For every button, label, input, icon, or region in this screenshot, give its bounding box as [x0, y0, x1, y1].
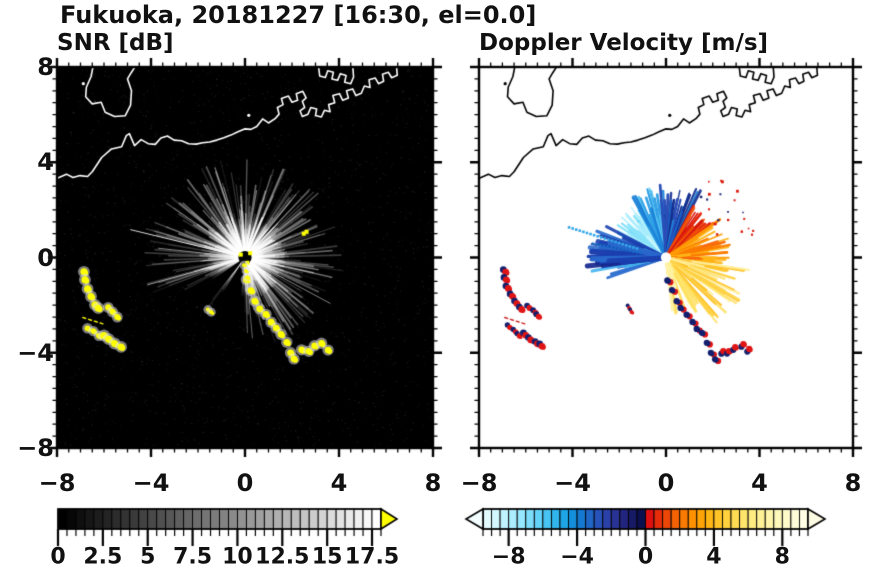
- snr-panel-title: SNR [dB]: [57, 30, 174, 56]
- x-axis-label-doppler: −4: [554, 469, 591, 497]
- doppler-colorbar-label: −4: [560, 544, 594, 570]
- y-axis-label: −8: [17, 434, 54, 462]
- y-axis-label: 8: [37, 53, 54, 81]
- snr-colorbar-label: 17.5: [344, 544, 400, 570]
- doppler-colorbar-label: −8: [491, 544, 526, 570]
- snr-colorbar-label: 7.5: [173, 544, 213, 570]
- doppler-panel-title: Doppler Velocity [m/s]: [479, 30, 769, 56]
- x-axis-label-doppler: 0: [657, 469, 675, 497]
- x-axis-label-snr: −4: [132, 469, 170, 497]
- doppler-colorbar-label: 4: [706, 544, 722, 570]
- x-axis-label-snr: 0: [236, 469, 254, 497]
- figure-title: Fukuoka, 20181227 [16:30, el=0.0]: [60, 1, 537, 29]
- snr-colorbar-label: 0: [50, 544, 66, 570]
- y-axis-label: −4: [17, 338, 54, 367]
- x-axis-label-snr: 4: [330, 469, 348, 497]
- x-axis-label-snr: −8: [38, 469, 76, 497]
- x-axis-label-doppler: 8: [844, 469, 862, 497]
- snr-colorbar-label: 15: [311, 544, 343, 570]
- snr-colorbar-label: 12.5: [255, 544, 310, 570]
- y-axis-label: 0: [37, 243, 54, 272]
- y-axis-label: 4: [37, 148, 54, 177]
- snr-colorbar-label: 2.5: [83, 544, 123, 570]
- x-axis-label-doppler: −8: [460, 469, 498, 497]
- doppler-colorbar-label: 8: [774, 544, 790, 570]
- doppler-colorbar-label: 0: [637, 544, 654, 570]
- snr-colorbar-label: 5: [140, 544, 156, 570]
- x-axis-label-snr: 8: [424, 469, 442, 497]
- snr-colorbar-label: 10: [222, 544, 253, 570]
- x-axis-label-doppler: 4: [751, 469, 768, 497]
